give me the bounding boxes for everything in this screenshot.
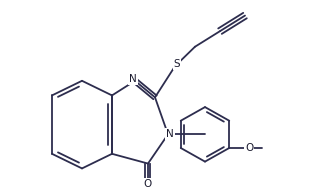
Text: O: O — [245, 143, 253, 153]
Text: N: N — [166, 129, 174, 139]
Text: S: S — [174, 59, 180, 69]
Text: O: O — [144, 179, 152, 189]
Text: N: N — [129, 74, 137, 84]
